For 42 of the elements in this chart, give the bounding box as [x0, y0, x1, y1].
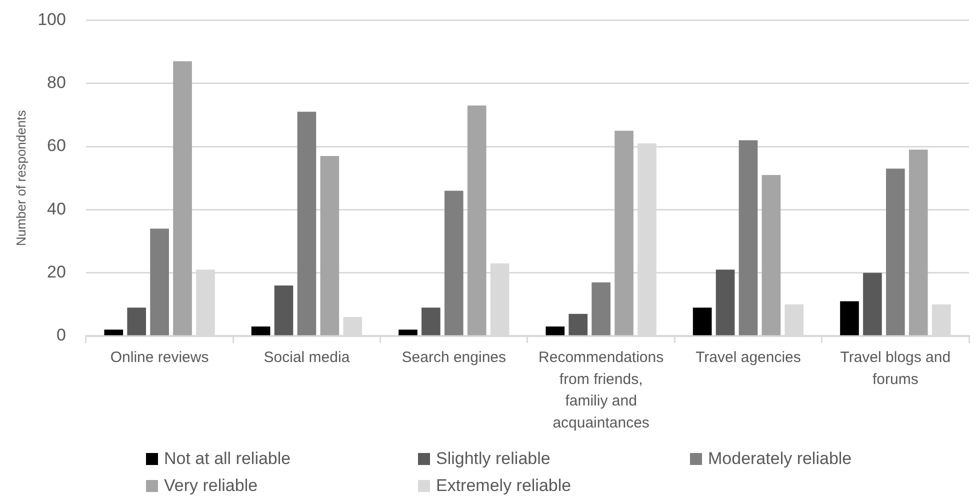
legend-label: Not at all reliable	[164, 448, 291, 469]
y-tick-label: 20	[47, 262, 66, 282]
bar	[320, 156, 340, 336]
legend-label: Extremely reliable	[436, 475, 572, 496]
bar	[592, 282, 610, 336]
bar	[840, 301, 859, 336]
bar	[716, 270, 735, 336]
x-tick-label: Recommendations from friends, familiy and acquaintances	[538, 349, 664, 432]
bar	[762, 174, 781, 336]
y-tick-label: 40	[47, 199, 66, 218]
bar	[297, 112, 316, 336]
bar	[568, 314, 588, 336]
y-tick-label: 60	[47, 136, 66, 156]
bar	[886, 168, 905, 336]
x-tick-label: Travel blogs and forums	[840, 349, 951, 388]
bar	[127, 308, 146, 336]
bar	[398, 330, 418, 336]
y-tick-label: 0	[56, 326, 66, 345]
x-tick-label: Social media	[264, 349, 350, 366]
x-tick-label: Search engines	[402, 349, 506, 366]
bar	[692, 308, 712, 336]
legend-label: Slightly reliable	[436, 448, 550, 469]
bar	[614, 130, 634, 336]
x-tick-label: Online reviews	[110, 349, 209, 366]
bar	[173, 61, 192, 336]
bar	[546, 326, 565, 336]
bar	[422, 308, 440, 336]
legend-label: Very reliable	[164, 475, 258, 496]
legend-label: Moderately reliable	[708, 448, 852, 469]
bar	[738, 140, 758, 336]
bar	[908, 150, 928, 336]
bar	[863, 272, 882, 336]
bar	[251, 326, 270, 336]
x-tick-label: Travel agencies	[696, 349, 801, 366]
y-tick-label: 80	[47, 73, 66, 92]
y-axis-title: Number of respondents	[13, 110, 28, 246]
bar	[104, 330, 124, 336]
y-tick-label: 100	[38, 10, 66, 29]
bar	[150, 228, 169, 336]
bar	[467, 105, 486, 336]
bar	[444, 190, 464, 336]
bar	[274, 285, 294, 336]
